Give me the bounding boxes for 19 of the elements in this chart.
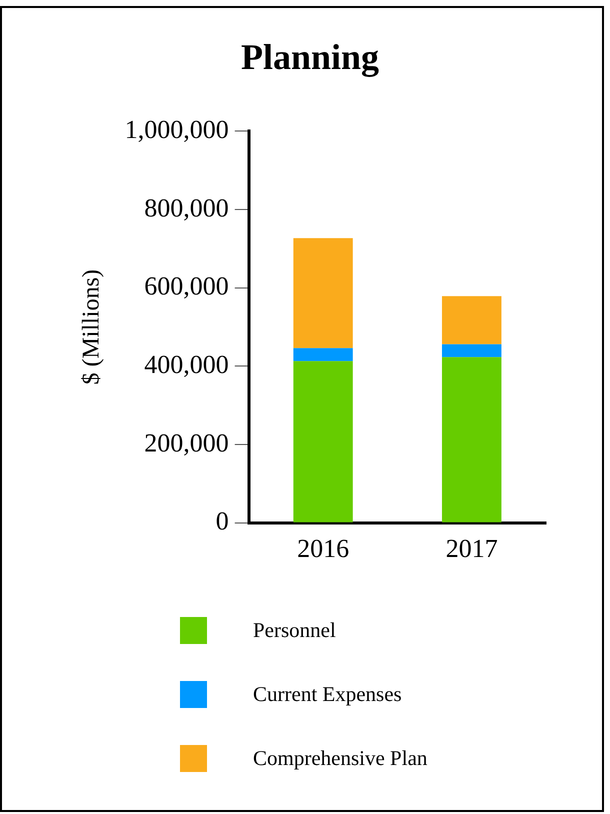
bar [442,296,502,344]
x-tick-label: 2016 [297,534,350,564]
x-tick-label: 2017 [446,534,498,564]
legend-label: Personnel [253,618,336,642]
chart-title: Planning [240,36,380,77]
bar [442,344,502,358]
legend-label: Comprehensive Plan [253,746,428,770]
bar [293,348,353,362]
legend-label: Current Expenses [253,682,402,706]
y-tick-label: 0 [216,506,229,536]
y-axis-title: $ (Millions) [78,269,105,385]
bar [293,361,353,522]
bar [442,357,502,522]
y-tick-label: 400,000 [144,350,229,379]
y-tick-label: 600,000 [144,272,229,301]
y-tick-label: 800,000 [144,193,229,222]
y-tick-label: 200,000 [144,428,229,458]
bar [293,238,353,348]
y-tick-label: 1,000,000 [124,115,229,144]
